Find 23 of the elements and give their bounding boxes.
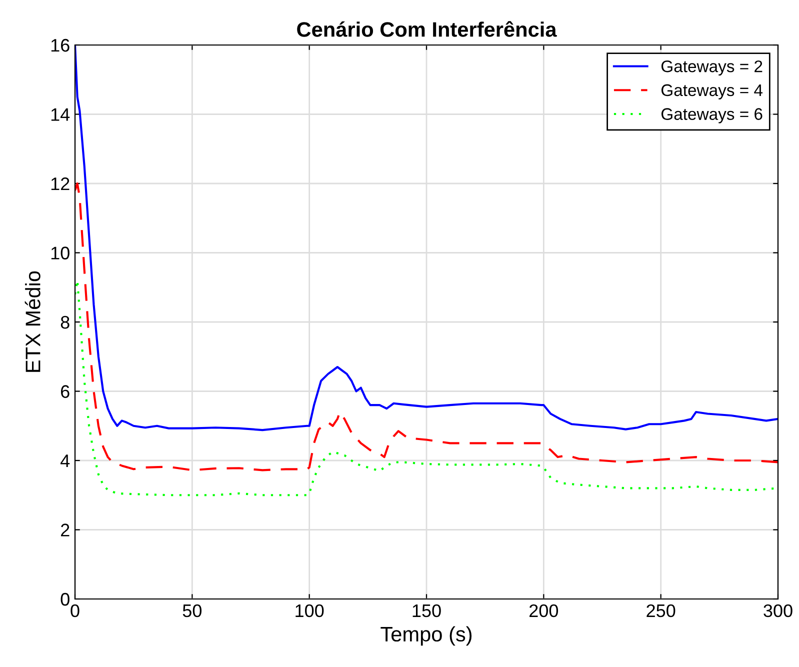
y-tick-label: 14 bbox=[51, 108, 70, 121]
legend-label: Gateways = 6 bbox=[661, 108, 762, 124]
y-tick-label: 12 bbox=[51, 177, 70, 190]
legend-label: Gateways = 4 bbox=[661, 84, 763, 100]
y-tick-label: 16 bbox=[51, 38, 70, 52]
x-tick-label: 300 bbox=[764, 604, 792, 618]
line-series bbox=[75, 182, 778, 472]
chart-title: Cenário Com Interferência bbox=[297, 21, 557, 37]
x-tick-label: 50 bbox=[182, 604, 202, 618]
y-axis-title: ETX Médio bbox=[24, 271, 40, 372]
x-tick-label: 200 bbox=[530, 604, 558, 618]
x-tick-label: 250 bbox=[646, 604, 676, 618]
x-axis-title: Tempo (s) bbox=[380, 626, 472, 646]
y-tick-label: 10 bbox=[51, 246, 70, 260]
y-tick-label: 0 bbox=[60, 592, 70, 606]
legend-label: Gateways = 2 bbox=[661, 60, 762, 76]
y-tick-label: 8 bbox=[60, 316, 70, 329]
y-tick-label: 2 bbox=[61, 524, 70, 536]
y-tick-label: 6 bbox=[61, 385, 70, 398]
x-tick-label: 0 bbox=[70, 604, 80, 618]
y-tick-label: 4 bbox=[60, 454, 70, 468]
x-tick-label: 150 bbox=[412, 604, 441, 618]
x-tick-label: 100 bbox=[296, 604, 324, 618]
